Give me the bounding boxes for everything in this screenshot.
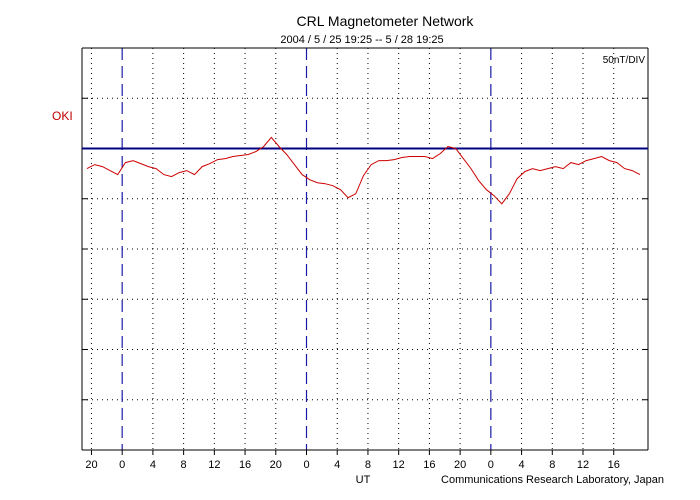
date-range: 2004 / 5 / 25 19:25 -- 5 / 28 19:25 <box>280 34 443 46</box>
x-tick-label: 16 <box>608 459 620 471</box>
x-tick-label: 0 <box>303 459 309 471</box>
x-tick-label: 20 <box>270 459 282 471</box>
x-tick-label: 12 <box>577 459 589 471</box>
x-tick-label: 16 <box>423 459 435 471</box>
x-tick-label: 4 <box>519 459 525 471</box>
x-tick-label: 12 <box>393 459 405 471</box>
x-tick-label: 12 <box>208 459 220 471</box>
x-axis-label: UT <box>356 474 371 486</box>
day-dividers <box>121 48 492 450</box>
x-tick-label: 16 <box>239 459 251 471</box>
x-tick-label: 8 <box>365 459 371 471</box>
oki-trace <box>86 136 641 205</box>
x-tick-label: 0 <box>119 459 125 471</box>
x-tick-label: 20 <box>454 459 466 471</box>
station-label-oki: OKI <box>52 109 73 123</box>
x-axis-ticks: 20 0 4 8 12 16 20 0 4 8 12 16 20 0 4 8 12 16 <box>85 450 620 471</box>
x-tick-label: 0 <box>488 459 494 471</box>
x-tick-label: 4 <box>150 459 156 471</box>
scale-label: 50nT/DIV <box>603 55 646 66</box>
x-tick-label: 8 <box>549 459 555 471</box>
x-tick-label: 4 <box>334 459 340 471</box>
x-tick-label: 20 <box>85 459 97 471</box>
chart-title: CRL Magnetometer Network <box>297 13 475 29</box>
grid <box>82 48 648 450</box>
credit-text: Communications Research Laboratory, Japa… <box>441 474 664 486</box>
x-tick-label: 8 <box>181 459 187 471</box>
